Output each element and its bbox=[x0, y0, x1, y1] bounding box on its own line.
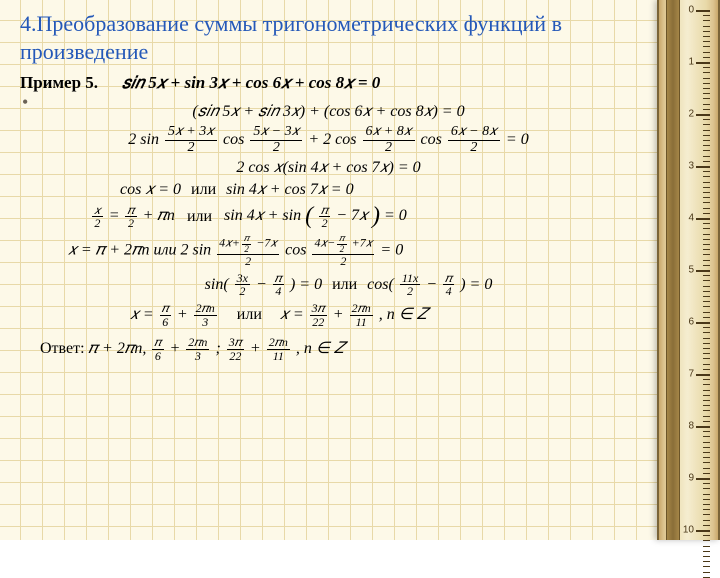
ans-sep: ; bbox=[215, 340, 224, 357]
example-row: Пример 5. 𝑠𝑖𝑛 5𝑥 + sin 3𝑥 + cos 6𝑥 + cos… bbox=[20, 73, 637, 93]
l6-mid: cos bbox=[285, 242, 310, 259]
l7-close2: ) = 0 bbox=[460, 276, 492, 293]
eq-line-4: cos 𝑥 = 0 или sin 4𝑥 + cos 7𝑥 = 0 bbox=[20, 181, 637, 199]
l2-frac2: 5𝑥 − 3𝑥2 bbox=[250, 125, 302, 155]
ans-plus2: + bbox=[250, 340, 265, 357]
l7-f2: 𝜋4 bbox=[273, 272, 284, 298]
l7-minus2: − bbox=[426, 276, 441, 293]
eq-line-5: 𝑥2 = 𝜋2 + 𝜋n или sin 4𝑥 + sin ( 𝜋2 − 7𝑥 … bbox=[20, 203, 637, 230]
l7-minus1: − bbox=[256, 276, 271, 293]
l2-frac4: 6𝑥 − 8𝑥2 bbox=[448, 125, 500, 155]
eq-line-8: 𝑥 = 𝜋6 + 2𝜋n3 или 𝑥 = 3𝜋22 + 2𝜋n11 , n ∈… bbox=[20, 302, 637, 328]
l7-sin: sin( bbox=[205, 276, 229, 293]
l2-frac3: 6𝑥 + 8𝑥2 bbox=[363, 125, 415, 155]
l2-cos2: cos bbox=[421, 131, 442, 148]
ans-a1: 𝜋6 bbox=[152, 336, 163, 362]
content-area: 4.Преобразование суммы тригонометрически… bbox=[0, 0, 657, 370]
l6-eq0: = 0 bbox=[380, 242, 403, 259]
eq-line-2: 2 sin 5𝑥 + 3𝑥2 cos 5𝑥 − 3𝑥2 + 2 cos 6𝑥 +… bbox=[20, 125, 637, 155]
ans-a2: 2𝜋n3 bbox=[186, 336, 209, 362]
l7-cos: cos( bbox=[367, 276, 394, 293]
l8-plus2: + bbox=[333, 306, 348, 323]
ruler-groove bbox=[666, 0, 680, 540]
page-title: 4.Преобразование суммы тригонометрически… bbox=[20, 10, 637, 65]
l6-lhs: 𝑥 = 𝜋 + 2𝜋n или 2 sin bbox=[68, 242, 211, 259]
l7-or: или bbox=[332, 276, 357, 293]
l8-b1: 3𝜋22 bbox=[310, 302, 327, 328]
answer-line: Ответ: 𝜋 + 2𝜋n, 𝜋6 + 2𝜋n3 ; 3𝜋22 + 2𝜋n11… bbox=[20, 336, 637, 362]
l8-xeq: 𝑥 = bbox=[130, 306, 158, 323]
example-label: Пример 5. bbox=[20, 73, 98, 93]
ans-b2: 2𝜋n11 bbox=[267, 336, 290, 362]
ans-p1: 𝜋 + 2𝜋n, bbox=[89, 340, 147, 357]
eq-line-3: 2 cos 𝑥(sin 4𝑥 + cos 7𝑥) = 0 bbox=[20, 159, 637, 177]
l5-pn: + 𝜋n bbox=[143, 208, 175, 225]
l2-pref: 2 sin bbox=[128, 131, 159, 148]
l8-tail: , n ∈ 𝑍 bbox=[379, 306, 427, 323]
l2-eq0: = 0 bbox=[506, 131, 529, 148]
ans-plus1: + bbox=[170, 340, 185, 357]
l2-frac1: 5𝑥 + 3𝑥2 bbox=[165, 125, 217, 155]
eq-line-6: 𝑥 = 𝜋 + 2𝜋n или 2 sin 4𝑥+𝜋2 −7𝑥 2 cos 4𝑥… bbox=[20, 234, 637, 267]
l7-close1: ) = 0 bbox=[290, 276, 322, 293]
l8-a1: 𝜋6 bbox=[160, 302, 171, 328]
l8-plus1: + bbox=[177, 306, 192, 323]
l8-xeq2: 𝑥 = bbox=[280, 306, 308, 323]
eq-line-7: sin( 3x2 − 𝜋4 ) = 0 или cos( 11x2 − 𝜋4 )… bbox=[20, 272, 637, 298]
l5-rhs-pre: sin 4𝑥 + sin bbox=[224, 208, 301, 225]
l6-frac1: 4𝑥+𝜋2 −7𝑥 2 bbox=[217, 234, 279, 267]
l5-or: или bbox=[187, 208, 212, 225]
l4-b: sin 4𝑥 + cos 7𝑥 = 0 bbox=[226, 181, 353, 198]
l7-g1: 11x2 bbox=[400, 272, 420, 298]
l5-rparen: ) bbox=[372, 203, 380, 229]
ruler-marks: 012345678910 bbox=[680, 0, 710, 540]
l8-b2: 2𝜋n11 bbox=[350, 302, 373, 328]
l8-a2: 2𝜋n3 bbox=[194, 302, 217, 328]
l7-f1: 3x2 bbox=[235, 272, 250, 298]
ans-b1: 3𝜋22 bbox=[227, 336, 244, 362]
l4-a: cos 𝑥 = 0 bbox=[120, 181, 181, 198]
ruler: 012345678910 bbox=[657, 0, 720, 540]
ans-label: Ответ: bbox=[40, 340, 85, 357]
l2-cos1: cos bbox=[223, 131, 244, 148]
l2-plus: + 2 cos bbox=[308, 131, 356, 148]
l8-or: или bbox=[237, 306, 262, 323]
l5-pi2: 𝜋2 bbox=[125, 204, 136, 230]
l5-lparen: ( bbox=[305, 203, 313, 229]
main-equation: 𝑠𝑖𝑛 5𝑥 + sin 3𝑥 + cos 6𝑥 + cos 8𝑥 = 0 bbox=[122, 73, 380, 92]
l5-mid: − 7𝑥 bbox=[336, 208, 368, 225]
bullet-dot: • bbox=[22, 92, 28, 113]
l5-pi2b: 𝜋2 bbox=[319, 204, 330, 230]
l4-or: или bbox=[191, 181, 216, 198]
l5-x2: 𝑥2 bbox=[92, 204, 103, 230]
ans-tail: , n ∈ 𝑍 bbox=[296, 340, 344, 357]
eq-line-1: (𝑠𝑖𝑛 5𝑥 + 𝑠𝑖𝑛 3𝑥) + (cos 6𝑥 + cos 8𝑥) = … bbox=[20, 103, 637, 121]
l6-frac2: 4𝑥−𝜋2 +7𝑥 2 bbox=[312, 234, 374, 267]
l7-g2: 𝜋4 bbox=[443, 272, 454, 298]
l5-eq: = bbox=[109, 208, 124, 225]
l5-eq0: = 0 bbox=[384, 208, 407, 225]
